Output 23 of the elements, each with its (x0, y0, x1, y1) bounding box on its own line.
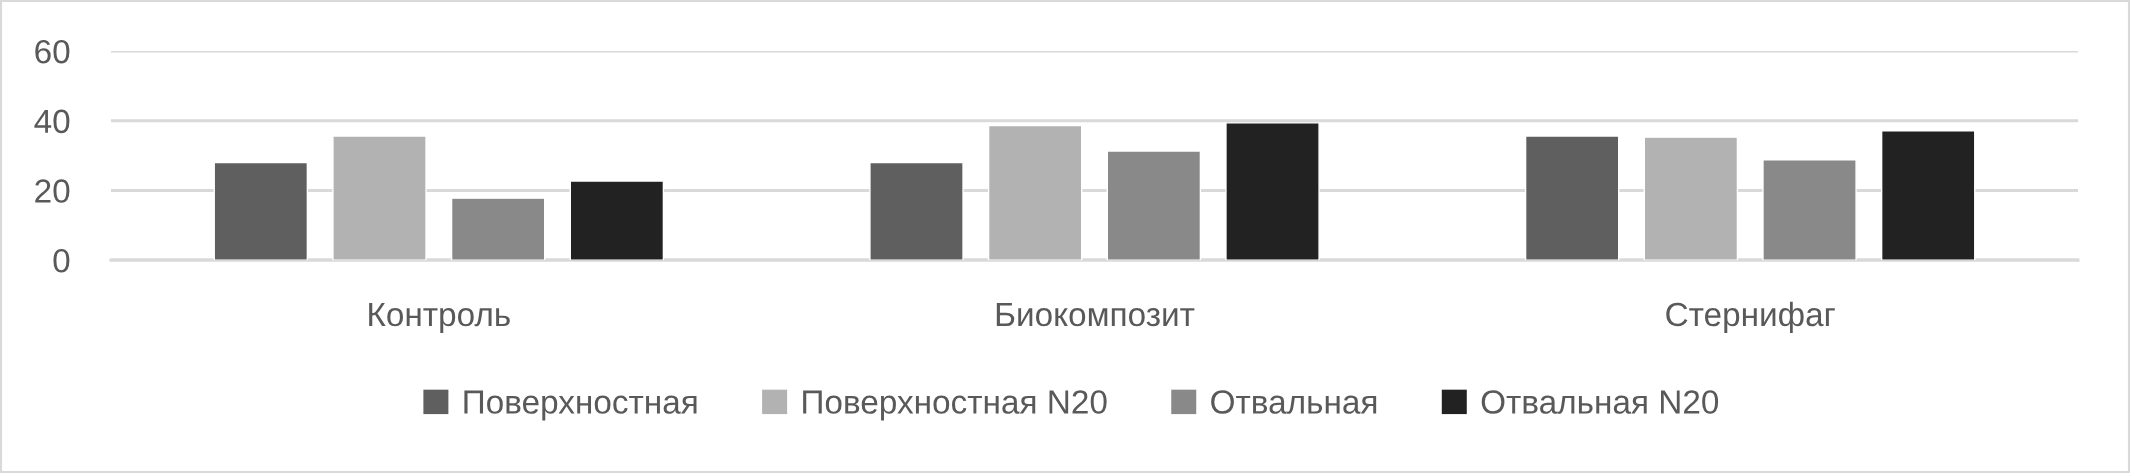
bar (569, 180, 665, 261)
y-tick-label: 40 (34, 109, 70, 134)
bar (869, 161, 964, 261)
bar (1524, 135, 1620, 261)
bar (332, 135, 427, 261)
bar (1880, 130, 1976, 261)
legend-label: Поверхностная (464, 390, 697, 421)
legend-label: Отвальная N20 (1481, 390, 1719, 414)
bar (1762, 159, 1857, 261)
x-tick-label: Стернифаг (1666, 301, 1835, 333)
y-tick-label: 0 (53, 248, 70, 273)
bar (1106, 150, 1202, 261)
bar (1643, 136, 1739, 261)
y-tick-label: 60 (35, 39, 70, 64)
bar (213, 161, 309, 261)
bar (1225, 122, 1320, 261)
x-tick-label: Контроль (369, 303, 510, 333)
legend-label: Отвальная (1211, 390, 1377, 414)
y-tick-label: 20 (35, 179, 70, 203)
x-tick-label: Биокомпозит (996, 303, 1195, 327)
legend-label: Поверхностная N20 (803, 390, 1107, 421)
bar (987, 124, 1083, 261)
bar (450, 197, 546, 261)
